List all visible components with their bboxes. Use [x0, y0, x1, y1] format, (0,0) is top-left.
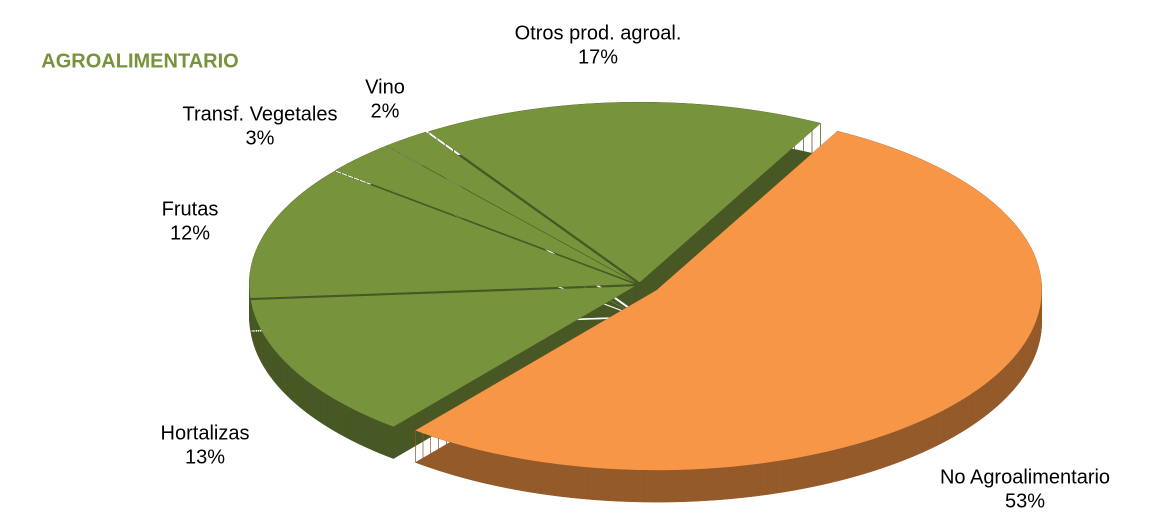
slice-label: Vino	[365, 76, 405, 98]
slice-value-label: 13%	[185, 446, 225, 468]
slice-value-label: 2%	[371, 100, 400, 122]
slice-value-label: 17%	[578, 46, 618, 68]
slice	[428, 102, 821, 283]
slice-value-label: 12%	[170, 222, 210, 244]
slice-label: No Agroalimentario	[940, 466, 1110, 488]
slice	[250, 286, 635, 427]
slice-side	[250, 285, 635, 460]
slice-value-label: 3%	[246, 127, 275, 149]
slice	[335, 145, 636, 284]
slice-label: Hortalizas	[161, 422, 250, 444]
slice-label: Otros prod. agroal.	[515, 22, 682, 44]
annotation: AGROALIMENTARIO	[41, 50, 238, 72]
slice	[386, 132, 637, 283]
slice-label: Transf. Vegetales	[183, 103, 338, 125]
slice	[415, 131, 1042, 471]
slice-label: Frutas	[162, 198, 219, 220]
slice-value-label: 53%	[1005, 490, 1045, 512]
slice	[249, 171, 635, 298]
